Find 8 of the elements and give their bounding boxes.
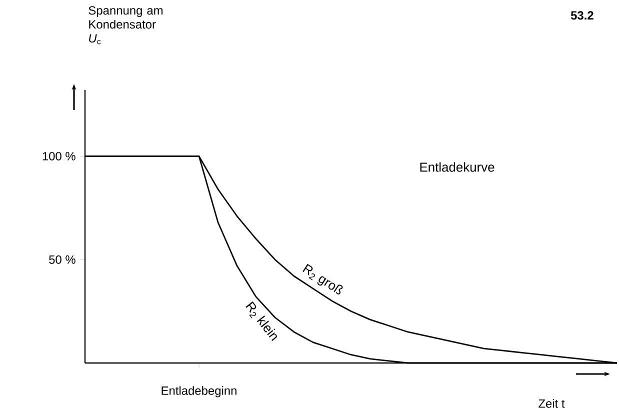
y-tick-label: 50 % [49,255,76,264]
annotation: Entladekurve [420,162,494,172]
y-tick-label: 100 % [42,152,76,160]
chart-title: 53.2 [570,11,594,20]
x-axis-title: Zeit t [538,399,565,408]
text: R$_{2}$ groß [302,264,343,294]
x-tick-label: Entladebeginn [162,386,236,398]
y-axis-title: Spannung am Kondensator U$_{c}$ [88,6,163,44]
